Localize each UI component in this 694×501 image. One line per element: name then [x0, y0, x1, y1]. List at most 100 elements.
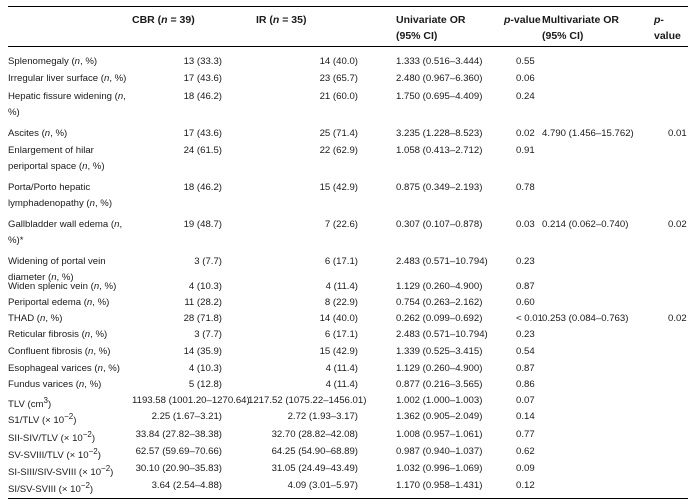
row-variable: Gallbladder wall edema (n, %)* [8, 219, 123, 246]
header-univariate-or-line1: Univariate OR [396, 14, 466, 26]
row-variable: Widen splenic vein (n, %) [8, 281, 117, 292]
row-cbr: 1193.58 (1001.20–1270.64) [132, 395, 250, 406]
header-cbr: CBR (n = 39) [132, 14, 195, 26]
row-cbr: 18 (46.2) [183, 91, 222, 102]
row-variable: Ascites (n, %) [8, 128, 68, 139]
row-ir: 14 (40.0) [319, 313, 358, 324]
row-ir: 32.70 (28.82–42.08) [271, 429, 358, 440]
row-pvalue: 0.24 [516, 91, 535, 102]
row-pvalue: 0.78 [516, 182, 535, 193]
header-multivariate-pvalue: p-value [654, 14, 681, 42]
row-cbr: 4 (10.3) [188, 281, 222, 292]
row-cbr: 5 (12.8) [188, 379, 222, 390]
row-cbr: 14 (35.9) [183, 346, 222, 357]
row-univariate-or: 1.002 (1.000–1.003) [396, 395, 483, 406]
row-pvalue: 0.87 [516, 363, 535, 374]
row-variable: Periportal edema (n, %) [8, 297, 110, 308]
row-ir: 23 (65.7) [319, 73, 358, 84]
row-cbr: 13 (33.3) [183, 56, 222, 67]
row-ir: 22 (62.9) [319, 145, 358, 156]
row-cbr: 33.84 (27.82–38.38) [135, 429, 222, 440]
row-variable: S1/TLV (× 10−2) [8, 412, 77, 427]
row-cbr: 24 (61.5) [183, 145, 222, 156]
row-cbr: 28 (71.8) [183, 313, 222, 324]
header-univariate-or-line2: (95% CI) [396, 30, 438, 42]
row-pvalue: 0.12 [516, 480, 535, 491]
row-cbr: 3.64 (2.54–4.88) [151, 480, 222, 491]
row-ir: 14 (40.0) [319, 56, 358, 67]
row-pvalue: 0.02 [516, 128, 535, 139]
row-cbr: 2.25 (1.67–3.21) [151, 411, 222, 422]
row-univariate-or: 0.307 (0.107–0.878) [396, 219, 483, 230]
row-variable: SV-SVIII/TLV (× 10−2) [8, 447, 101, 462]
row-ir: 15 (42.9) [319, 182, 358, 193]
row-univariate-or: 2.480 (0.967–6.360) [396, 73, 483, 84]
row-pvalue: < 0.01 [516, 313, 543, 324]
row-pvalue: 0.55 [516, 56, 535, 67]
row-variable: TLV (cm3) [8, 396, 52, 411]
row-variable: Splenomegaly (n, %) [8, 56, 98, 67]
row-pvalue: 0.91 [516, 145, 535, 156]
row-pvalue: 0.87 [516, 281, 535, 292]
row-pvalue: 0.07 [516, 395, 535, 406]
row-variable: Enlargement of hilar periportal space (n… [8, 145, 105, 172]
row-univariate-or: 3.235 (1.228–8.523) [396, 128, 483, 139]
row-cbr: 3 (7.7) [194, 256, 222, 267]
row-pvalue: 0.23 [516, 329, 535, 340]
header-multivariate-or: Multivariate OR (95% CI) [542, 12, 619, 44]
row-cbr: 17 (43.6) [183, 73, 222, 84]
row-ir: 4 (11.4) [325, 281, 358, 292]
row-variable: SI/SV-SVIII (× 10−2) [8, 481, 94, 496]
row-cbr: 17 (43.6) [183, 128, 222, 139]
row-pvalue: 0.03 [516, 219, 535, 230]
row-univariate-or: 1.333 (0.516–3.444) [396, 56, 483, 67]
row-univariate-or: 1.129 (0.260–4.900) [396, 281, 483, 292]
row-ir: 7 (22.6) [324, 219, 358, 230]
row-cbr: 3 (7.7) [194, 329, 222, 340]
row-variable: Confluent fibrosis (n, %) [8, 346, 111, 357]
row-ir: 4 (11.4) [325, 379, 358, 390]
row-multivariate-pvalue: 0.02 [668, 219, 687, 230]
row-cbr: 19 (48.7) [183, 219, 222, 230]
row-ir: 21 (60.0) [319, 91, 358, 102]
row-variable: SI-SIII/SIV-SVIII (× 10−2) [8, 464, 114, 479]
row-pvalue: 0.14 [516, 411, 535, 422]
row-univariate-or: 1.750 (0.695–4.409) [396, 91, 483, 102]
row-ir: 25 (71.4) [319, 128, 358, 139]
row-multivariate-or: 0.214 (0.062–0.740) [542, 219, 629, 230]
row-multivariate-pvalue: 0.02 [668, 313, 687, 324]
row-variable: THAD (n, %) [8, 313, 63, 324]
row-variable: Irregular liver surface (n, %) [8, 73, 127, 84]
row-cbr: 62.57 (59.69–70.66) [135, 446, 222, 457]
table-top-rule [8, 6, 688, 7]
row-ir: 4.09 (3.01–5.97) [287, 480, 358, 491]
row-univariate-or: 0.875 (0.349–2.193) [396, 182, 483, 193]
row-variable: Widening of portal vein diameter (n, %) [8, 256, 106, 283]
row-univariate-or: 1.362 (0.905–2.049) [396, 411, 483, 422]
row-multivariate-pvalue: 0.01 [668, 128, 687, 139]
row-cbr: 11 (28.2) [184, 297, 222, 308]
row-univariate-or: 0.754 (0.263–2.162) [396, 297, 483, 308]
row-univariate-or: 1.339 (0.525–3.415) [396, 346, 483, 357]
row-ir: 15 (42.9) [319, 346, 358, 357]
row-ir: 2.72 (1.93–3.17) [287, 411, 358, 422]
row-univariate-or: 1.058 (0.413–2.712) [396, 145, 483, 156]
row-univariate-or: 1.129 (0.260–4.900) [396, 363, 483, 374]
header-multivariate-or-line1: Multivariate OR [542, 14, 620, 26]
row-cbr: 30.10 (20.90–35.83) [135, 463, 222, 474]
row-variable: Hepatic fissure widening (n, %) [8, 91, 126, 118]
row-variable: Reticular fibrosis (n, %) [8, 329, 108, 340]
row-univariate-or: 1.170 (0.958–1.431) [396, 480, 483, 491]
row-ir: 6 (17.1) [324, 256, 358, 267]
header-univariate-or: Univariate OR (95% CI) [396, 12, 465, 44]
row-cbr: 18 (46.2) [183, 182, 222, 193]
row-univariate-or: 2.483 (0.571–10.794) [396, 256, 488, 267]
row-ir: 31.05 (24.49–43.49) [271, 463, 358, 474]
row-univariate-or: 2.483 (0.571–10.794) [396, 329, 488, 340]
row-multivariate-or: 4.790 (1.456–15.762) [542, 128, 634, 139]
row-variable: Fundus varices (n, %) [8, 379, 102, 390]
row-pvalue: 0.23 [516, 256, 535, 267]
row-univariate-or: 0.262 (0.099–0.692) [396, 313, 483, 324]
row-ir: 64.25 (54.90–68.89) [271, 446, 358, 457]
row-pvalue: 0.06 [516, 73, 535, 84]
